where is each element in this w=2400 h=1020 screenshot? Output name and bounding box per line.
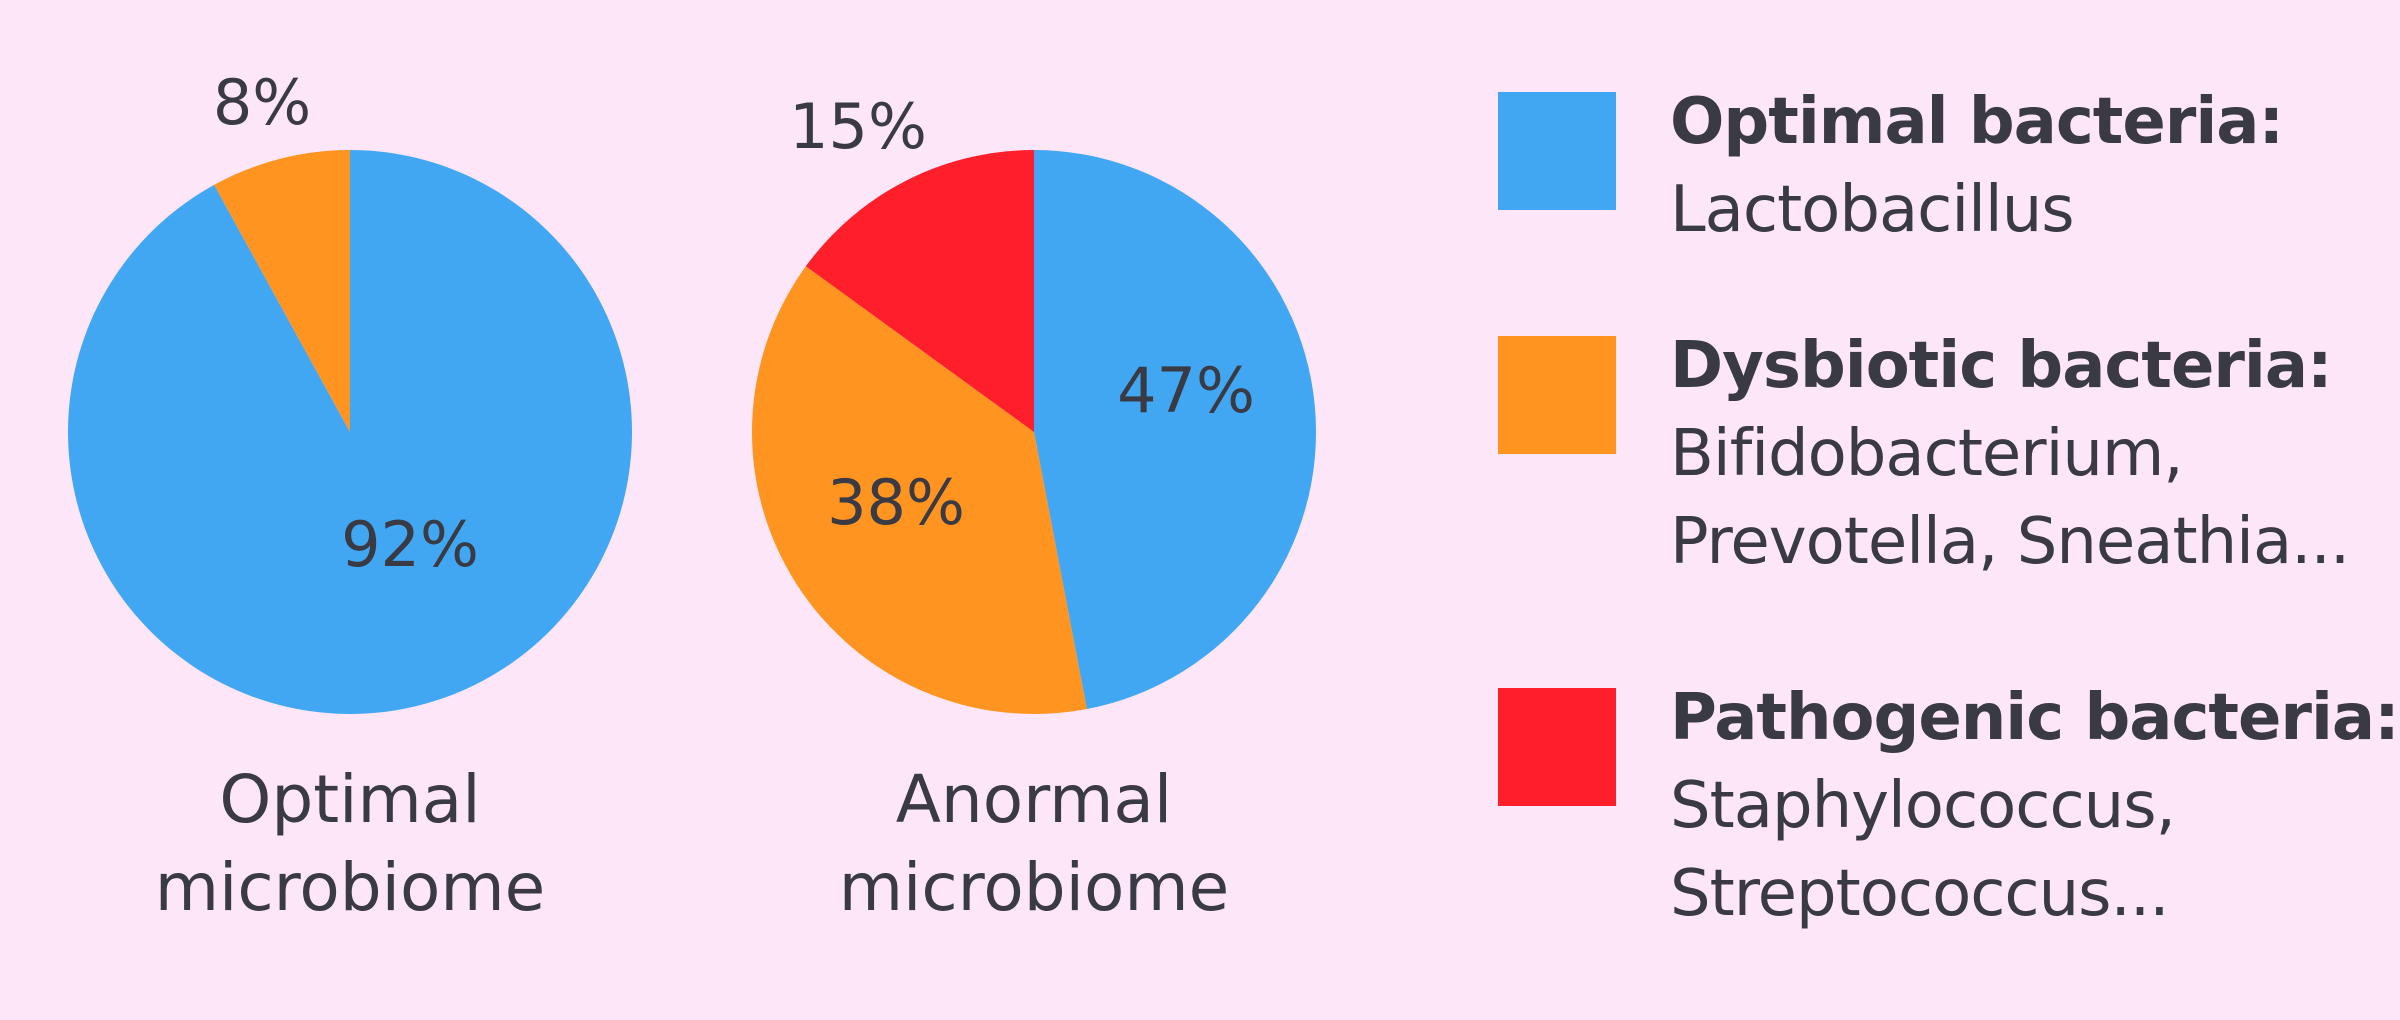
legend-line: Streptococcus...	[1670, 857, 2170, 931]
legend-line: Lactobacillus	[1670, 173, 2075, 247]
legend-line: Staphylococcus,	[1670, 769, 2176, 843]
anormal-microbiome-pie: 47% 38% 15% Anormal microbiome	[751, 90, 1317, 926]
pie-slice-optimal	[1034, 149, 1317, 710]
legend-swatch-dysbiotic	[1498, 336, 1616, 454]
slice-label-dysbiotic: 38%	[827, 466, 965, 539]
pie-slice-pathogenic	[805, 150, 1034, 432]
legend-swatch-pathogenic	[1498, 688, 1616, 806]
pie-slice-optimal	[68, 150, 633, 714]
pie-caption-line: Anormal	[896, 761, 1172, 838]
legend-line: Prevotella, Sneathia...	[1670, 505, 2350, 579]
legend-swatch-optimal	[1498, 92, 1616, 210]
slice-label-optimal: 47%	[1117, 354, 1255, 427]
pie-slice-dysbiotic	[751, 266, 1087, 715]
pie-slice-dysbiotic	[214, 150, 350, 432]
legend: Optimal bacteria: Lactobacillus Dysbioti…	[1498, 0, 2400, 1020]
slice-label-dysbiotic: 8%	[213, 66, 311, 139]
optimal-microbiome-pie: 92% 8% Optimal microbiome	[68, 66, 633, 926]
legend-line: Bifidobacterium,	[1670, 417, 2184, 491]
pie-charts: 92% 8% Optimal microbiome 47% 38% 15% Anormal m…	[68, 66, 1317, 926]
pie-caption-line: microbiome	[839, 849, 1230, 926]
slice-label-pathogenic: 15%	[789, 90, 927, 163]
pie-caption-line: Optimal	[219, 761, 480, 838]
slice-label-optimal: 92%	[341, 508, 479, 581]
pie-caption-line: microbiome	[155, 849, 546, 926]
legend-title-optimal: Optimal bacteria:	[1670, 85, 2284, 159]
legend-title-dysbiotic: Dysbiotic bacteria:	[1670, 329, 2333, 403]
legend-title-pathogenic: Pathogenic bacteria:	[1670, 681, 2400, 755]
